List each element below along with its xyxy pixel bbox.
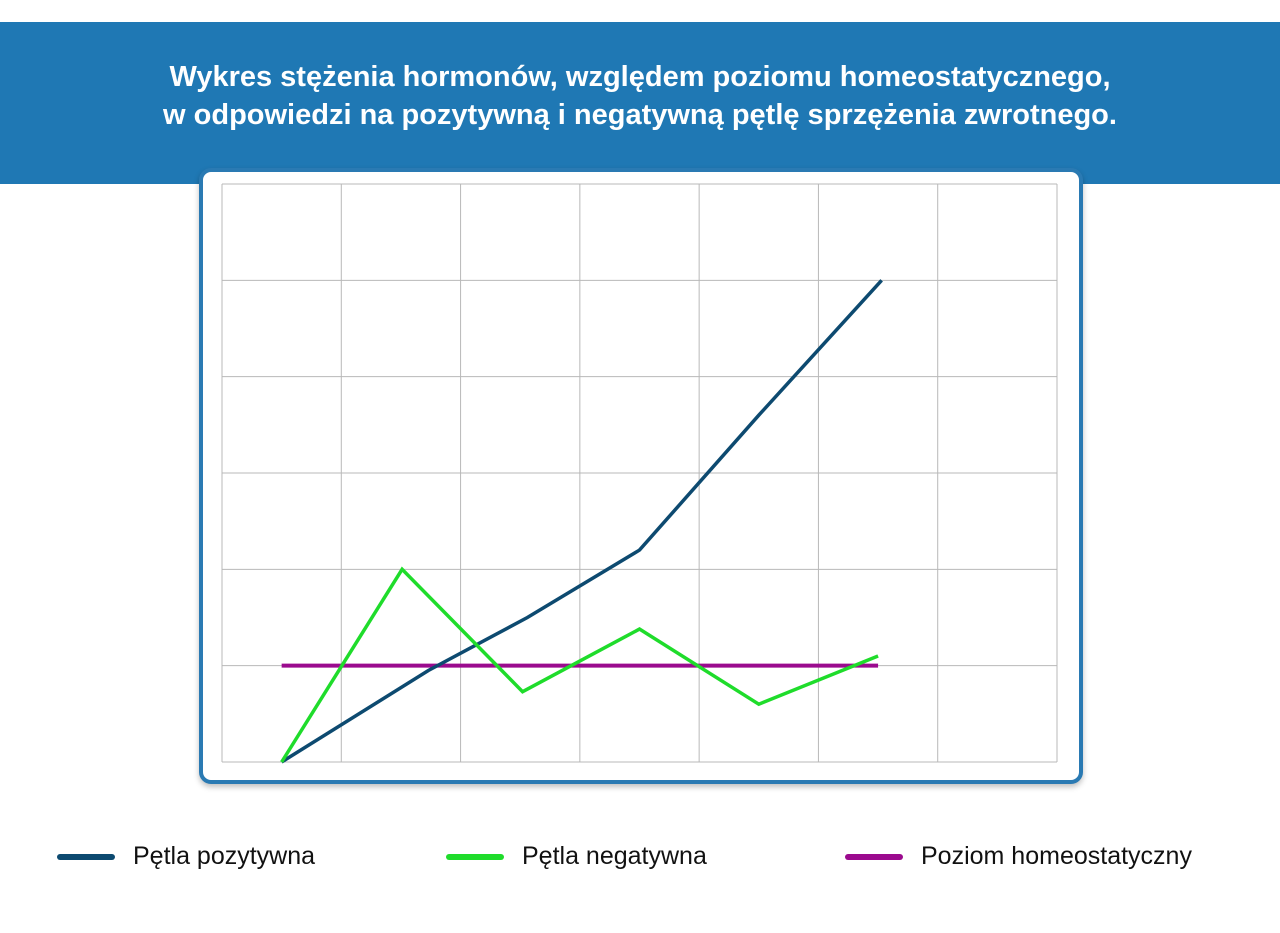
legend-label: Pętla negatywna [522, 842, 707, 870]
legend-item-homeostatic: Poziom homeostatyczny [845, 842, 1192, 871]
chart-frame [199, 168, 1083, 784]
legend-swatch [446, 853, 504, 860]
title-banner [0, 22, 1280, 184]
title-line-2: w odpowiedzi na pozytywną i negatywną pę… [163, 99, 1117, 131]
title-line-1: Wykres stężenia hormonów, względem pozio… [169, 61, 1111, 93]
legend-item-negative: Pętla negatywna [446, 842, 707, 871]
legend-item-positive: Pętla pozytywna [57, 842, 315, 871]
legend-label: Poziom homeostatyczny [921, 842, 1192, 870]
series-line-1 [280, 566, 879, 763]
legend-label: Pętla pozytywna [133, 842, 316, 870]
series-line-0 [280, 279, 883, 764]
legend-swatch [57, 853, 115, 860]
chart-title: Wykres stężenia hormonów, względem pozio… [0, 58, 1280, 134]
legend-swatch [845, 853, 903, 860]
legend: Pętla pozytywna Pętla negatywna Poziom h… [0, 842, 1280, 882]
